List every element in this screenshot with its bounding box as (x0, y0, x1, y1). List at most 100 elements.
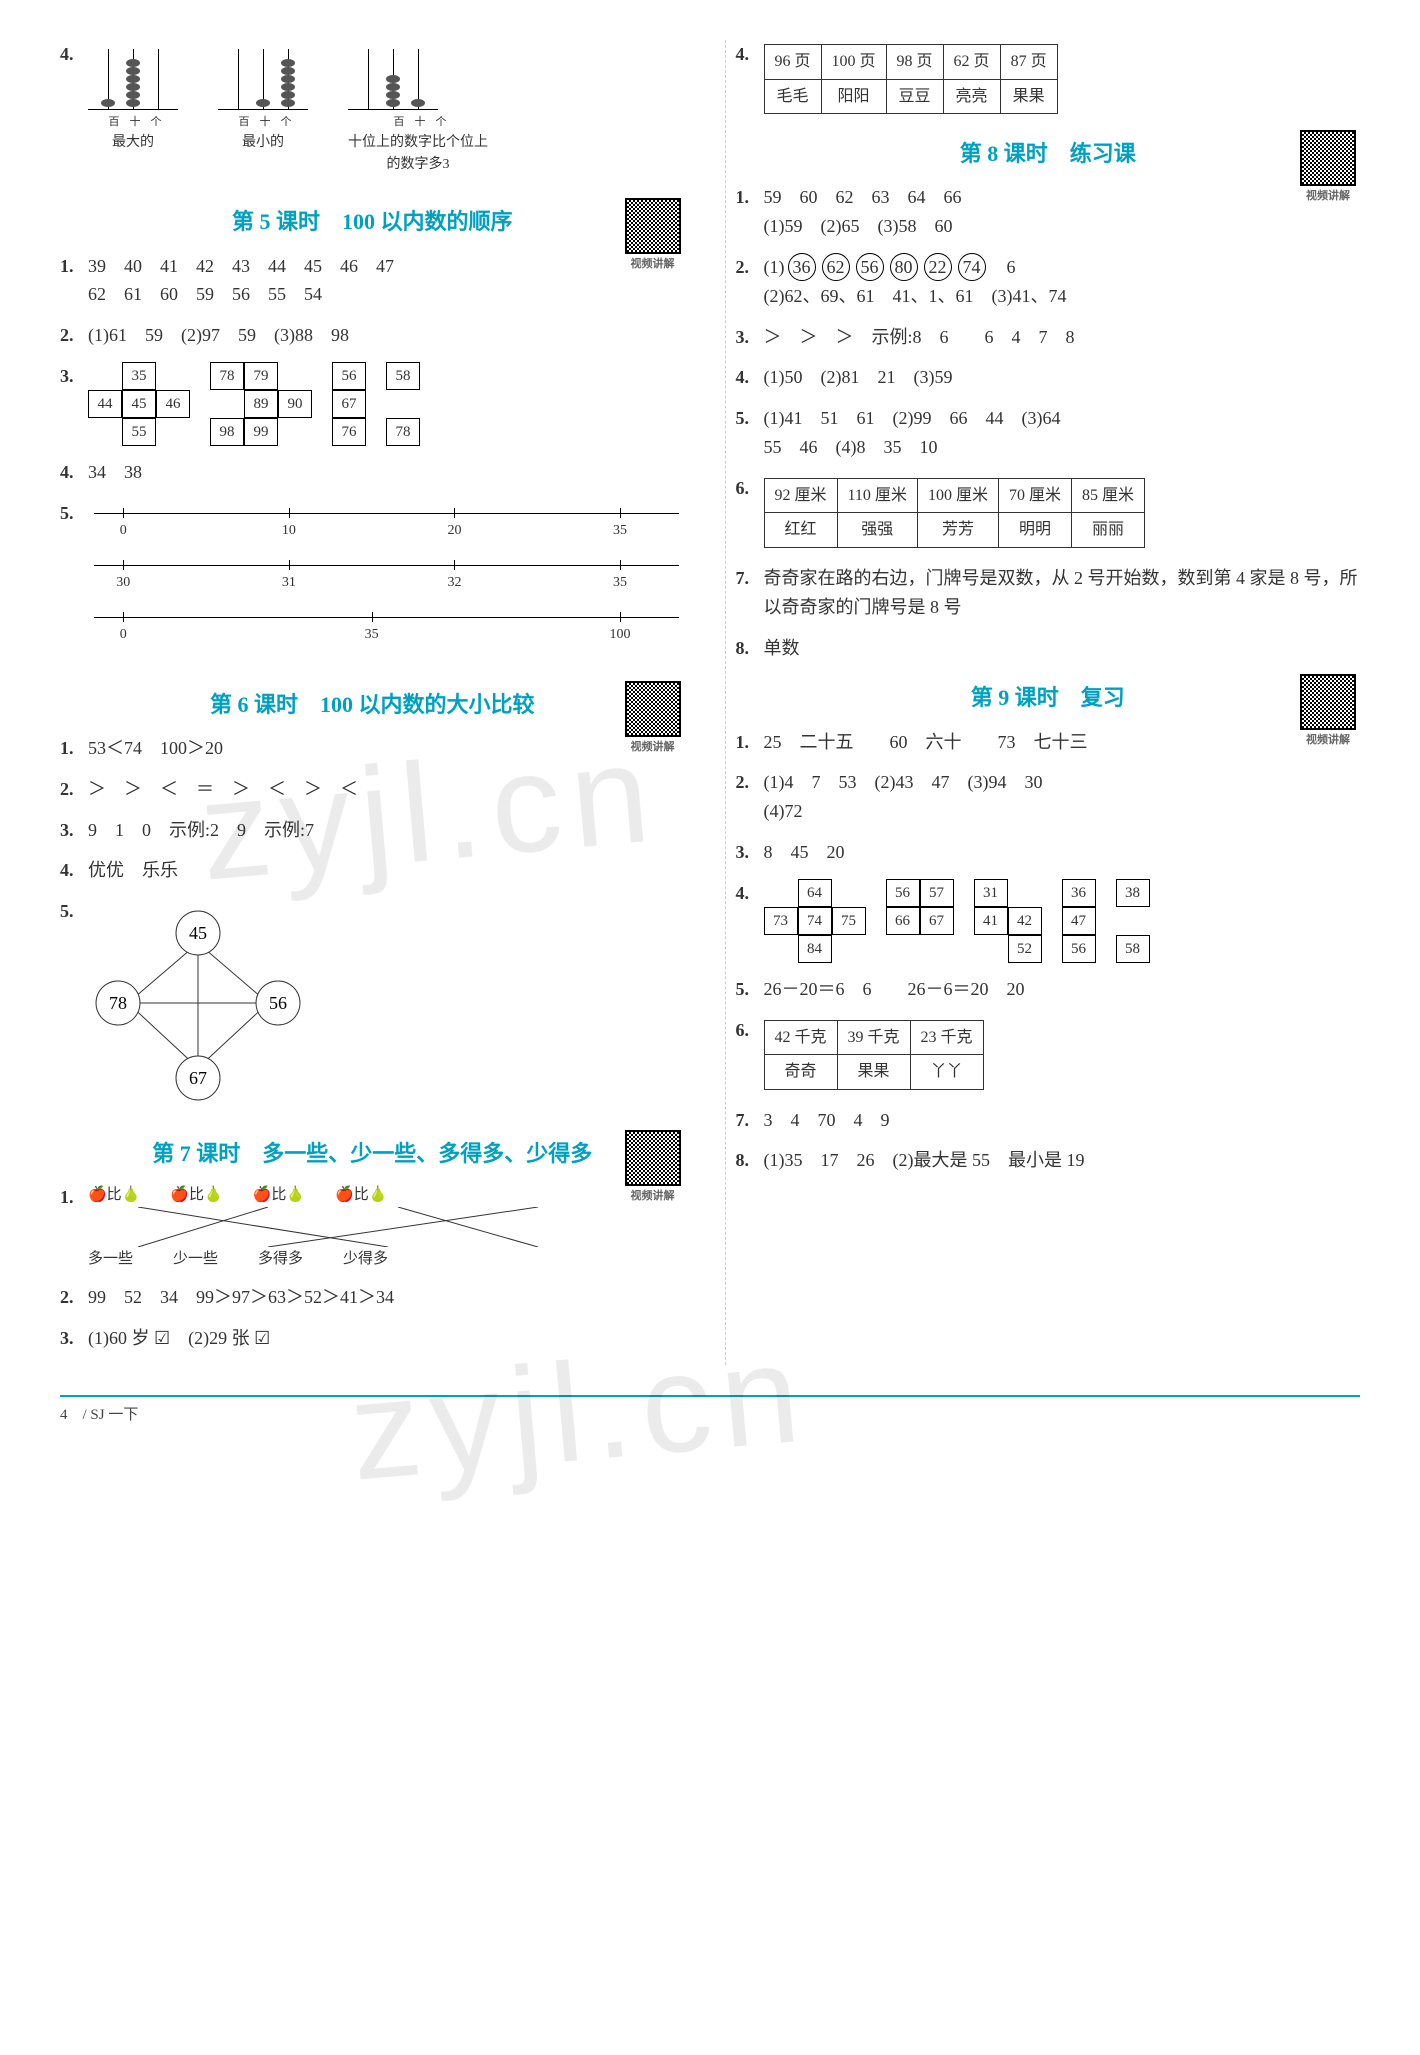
match-lines-svg (88, 1207, 608, 1247)
section-6-title: 第 6 课时 100 以内数的大小比较 视频讲解 (60, 687, 685, 722)
answer-line: 39 40 41 42 43 44 45 46 47 (88, 252, 685, 281)
qr-block: 视频讲解 (621, 198, 685, 274)
title-text: 第 6 课时 100 以内数的大小比较 (210, 692, 535, 717)
q-number: 3. (60, 1324, 88, 1353)
right-column: 4. 96 页100 页98 页62 页87 页毛毛阳阳豆豆亮亮果果 第 8 课… (725, 40, 1361, 1365)
answer-line: (1)60 岁 ☑ (2)29 张 ☑ (88, 1324, 685, 1353)
grid-cell: 78 (210, 362, 244, 390)
grid-cell: 84 (798, 935, 832, 963)
grid-cell (278, 418, 312, 446)
qr-label: 视频讲解 (1296, 732, 1360, 750)
q-number: 5. (60, 499, 88, 528)
abacus-base: 百十个 (348, 114, 488, 132)
number-line: 0 35 100 (94, 617, 679, 645)
table-cell: 42 千克 (764, 1020, 837, 1055)
tick-label: 35 (365, 624, 379, 646)
number-grid: 3544454655 (88, 362, 190, 446)
grid-cell: 56 (1062, 935, 1096, 963)
answer-line: 53＜74 100＞20 (88, 734, 685, 763)
grid-cell: 99 (244, 418, 278, 446)
grid-cell (210, 390, 244, 418)
answer-line: 25 二十五 60 六十 73 七十三 (764, 728, 1361, 757)
qr-icon (1300, 674, 1356, 730)
table-cell: 芳芳 (917, 513, 998, 548)
q-number: 4. (60, 40, 88, 69)
left-column: 4. 百十个 最大的 (60, 40, 695, 1365)
diamond-svg: 45 78 56 67 (88, 903, 308, 1103)
matching-diagram: 🍎比🍐🍎比🍐🍎比🍐🍎比🍐 多一些少一些多得多少得多 (88, 1183, 685, 1271)
tick-label: 31 (282, 572, 296, 594)
grid-cell: 73 (764, 907, 798, 935)
abacus-base: 百十个 (218, 114, 308, 132)
answer-line: 9 1 0 示例:2 9 示例:7 (88, 816, 685, 845)
grid-cell: 64 (798, 879, 832, 907)
answer-line: 55 46 (4)8 35 10 (764, 433, 1361, 462)
table-cell: 96 页 (764, 45, 821, 80)
table-cell: 23 千克 (910, 1020, 983, 1055)
tick-label: 0 (120, 624, 127, 646)
qr-icon (625, 1130, 681, 1186)
grid-cell: 67 (920, 907, 954, 935)
answer-line: (1)61 59 (2)97 59 (3)88 98 (88, 321, 685, 350)
table: 42 千克39 千克23 千克奇奇果果丫丫 (764, 1020, 984, 1090)
grid-cell: 38 (1116, 879, 1150, 907)
table-cell: 豆豆 (886, 79, 943, 114)
section-8-title: 第 8 课时 练习课 视频讲解 (736, 136, 1361, 171)
grid-cell: 47 (1062, 907, 1096, 935)
grid-cell: 78 (386, 418, 420, 446)
q4-left: 4. 百十个 最大的 (60, 40, 685, 186)
grid-container: 35444546557879899098995667765878 (88, 362, 685, 446)
grid-cell: 74 (798, 907, 832, 935)
svg-text:67: 67 (189, 1068, 207, 1088)
svg-text:56: 56 (269, 993, 287, 1013)
table-cell: 100 厘米 (917, 478, 998, 513)
answer-line: (1)35 17 26 (2)最大是 55 最小是 19 (764, 1146, 1361, 1175)
qr-icon (625, 198, 681, 254)
grid-cell (974, 935, 1008, 963)
q-number: 4. (736, 879, 764, 908)
grid-cell: 45 (122, 390, 156, 418)
abacus-base: 百十个 (88, 114, 178, 132)
tick-label: 100 (610, 624, 631, 646)
grid-container: 647374758456576667314142523647563858 (764, 879, 1361, 963)
section-7-title: 第 7 课时 多一些、少一些、多得多、少得多 视频讲解 (60, 1136, 685, 1171)
answer-line: 8 45 20 (764, 838, 1361, 867)
q-body: 39 40 41 42 43 44 45 46 47 62 61 60 59 5… (88, 252, 685, 310)
compare-label: 多得多 (258, 1247, 303, 1271)
compare-label: 多一些 (88, 1247, 133, 1271)
answer-line: ＞ ＞ ＞ 示例:8 6 6 4 7 8 (764, 323, 1361, 352)
table-wrap: 96 页100 页98 页62 页87 页毛毛阳阳豆豆亮亮果果 (764, 40, 1361, 118)
q-number: 3. (736, 323, 764, 352)
answer-line: (2)62、69、61 41、1、61 (3)41、74 (764, 282, 1361, 311)
q-number: 8. (736, 1146, 764, 1175)
circled-number: 74 (958, 253, 986, 281)
grid-cell (832, 935, 866, 963)
q-number: 5. (736, 975, 764, 1004)
q-number: 7. (736, 564, 764, 593)
table-cell: 明明 (998, 513, 1071, 548)
q-number: 4. (736, 363, 764, 392)
table-cell: 丫丫 (910, 1055, 983, 1090)
grid-cell: 98 (210, 418, 244, 446)
qr-label: 视频讲解 (621, 1188, 685, 1206)
q-number: 1. (736, 728, 764, 757)
abacus-label: 最小的 (218, 132, 308, 154)
table-cell: 亮亮 (943, 79, 1000, 114)
grid-cell: 67 (332, 390, 366, 418)
answer-line: (4)72 (764, 797, 1361, 826)
qr-label: 视频讲解 (621, 256, 685, 274)
number-grid: 6473747584 (764, 879, 866, 963)
grid-cell (156, 362, 190, 390)
qr-label: 视频讲解 (1296, 188, 1360, 206)
grid-cell (386, 390, 420, 418)
q-number: 7. (736, 1106, 764, 1135)
grid-cell: 56 (886, 879, 920, 907)
answer-line: 34 38 (88, 458, 685, 487)
q-number: 5. (60, 897, 88, 926)
grid-cell: 31 (974, 879, 1008, 907)
abacus-item: 百十个 十位上的数字比个位上的数字多3 (348, 40, 488, 176)
qr-icon (625, 681, 681, 737)
compare-label: 少得多 (343, 1247, 388, 1271)
tick-label: 35 (613, 520, 627, 542)
q-number: 6. (736, 1016, 764, 1045)
